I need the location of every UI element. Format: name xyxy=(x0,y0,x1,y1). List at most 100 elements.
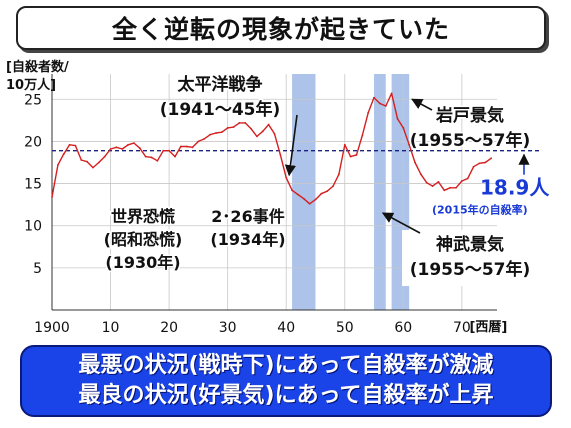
x-tick-label: 40 xyxy=(277,320,295,336)
data-point xyxy=(162,149,165,152)
data-point xyxy=(349,155,352,158)
data-point xyxy=(68,143,71,146)
data-point xyxy=(74,144,77,147)
data-point xyxy=(238,121,241,124)
annotation-2: 世界恐慌 (昭和恐慌) (1930年) xyxy=(102,206,184,274)
annotation-arrow xyxy=(381,212,421,234)
data-point xyxy=(209,133,211,136)
annotation-arrow xyxy=(284,114,298,177)
data-point xyxy=(250,127,252,130)
data-point xyxy=(138,147,141,150)
summary-line-1: 最悪の状況(戦時下)にあって自殺率が激減 xyxy=(78,353,494,378)
data-point xyxy=(472,165,475,168)
data-point xyxy=(256,135,258,138)
data-point xyxy=(320,192,323,195)
data-point xyxy=(484,161,487,164)
data-point xyxy=(308,202,311,205)
data-point xyxy=(185,145,188,148)
data-point xyxy=(80,159,83,161)
data-point xyxy=(244,121,247,124)
data-point xyxy=(384,105,387,107)
data-point xyxy=(449,186,452,189)
data-point xyxy=(402,127,405,129)
y-axis-label: 10万人] xyxy=(6,77,56,93)
data-point xyxy=(419,173,422,176)
highlight-band-1 xyxy=(374,74,386,310)
page-title: 全く逆転の現象が起きていた xyxy=(111,15,450,44)
data-point xyxy=(51,196,53,198)
data-point xyxy=(168,149,171,152)
data-point xyxy=(297,193,299,196)
annotation-3: 2･26事件 (1934年) xyxy=(209,206,287,251)
data-point xyxy=(378,102,381,105)
data-point xyxy=(414,161,416,164)
data-point xyxy=(373,96,375,99)
annotation-text: 太平洋戦争 xyxy=(178,74,263,95)
annotation-text: 2･26事件 xyxy=(211,207,284,226)
annotation-text: (1934年) xyxy=(210,230,285,249)
data-point xyxy=(466,177,469,180)
data-point xyxy=(191,146,194,149)
annotation-text: 世界恐慌 xyxy=(111,207,175,226)
data-point xyxy=(279,154,282,156)
annotation-text: (1941～45年) xyxy=(160,99,281,120)
x-tick-label: 1900 xyxy=(34,320,70,336)
data-point xyxy=(220,131,223,134)
data-point xyxy=(326,190,329,193)
data-point xyxy=(460,180,463,182)
data-point xyxy=(408,143,411,146)
y-tick-label: 15 xyxy=(24,177,42,193)
reference-sublabel: (2015年の自殺率) xyxy=(432,203,528,217)
data-point xyxy=(92,166,94,169)
data-point xyxy=(291,189,293,192)
data-point xyxy=(343,143,346,146)
data-point xyxy=(261,130,264,133)
data-point xyxy=(338,173,340,176)
data-point xyxy=(396,117,399,120)
data-point xyxy=(62,153,65,155)
x-tick-label: 70 xyxy=(453,320,471,336)
data-point xyxy=(425,181,428,184)
data-point xyxy=(490,157,493,160)
data-point xyxy=(232,126,235,128)
x-tick-label: 30 xyxy=(219,320,237,336)
reference-value-label: 18.9人 xyxy=(480,176,550,200)
annotation-text: (昭和恐慌) xyxy=(104,230,183,249)
y-axis-label: [自殺者数/ xyxy=(6,59,69,75)
data-point xyxy=(127,143,130,146)
annotation-4: 神武景気 (1955～57年) xyxy=(381,212,538,286)
highlight-band-0 xyxy=(292,74,316,310)
data-point xyxy=(156,159,159,162)
data-point xyxy=(314,198,317,201)
data-point xyxy=(390,92,393,95)
data-point xyxy=(437,180,440,183)
data-point xyxy=(361,134,364,137)
data-point xyxy=(455,186,457,189)
data-point xyxy=(150,156,153,159)
data-point xyxy=(121,148,124,150)
data-point xyxy=(443,189,446,192)
data-point xyxy=(103,155,106,158)
data-point xyxy=(367,111,370,114)
annotation-text: 神武景気 xyxy=(436,234,504,255)
data-point xyxy=(226,127,229,129)
title-banner: 全く逆転の現象が起きていた xyxy=(16,6,546,50)
x-axis-label: [西暦] xyxy=(469,320,507,335)
data-point xyxy=(144,155,147,158)
y-tick-label: 5 xyxy=(33,261,42,277)
x-tick-label: 60 xyxy=(394,320,412,336)
annotation-background xyxy=(402,230,538,286)
y-tick-label: 10 xyxy=(24,219,42,235)
data-point xyxy=(273,132,276,135)
annotation-text: 岩戸景気 xyxy=(435,105,504,126)
data-point xyxy=(302,197,305,200)
data-point xyxy=(133,142,135,145)
y-tick-label: 25 xyxy=(24,92,42,108)
data-point xyxy=(267,123,270,126)
data-point xyxy=(86,160,89,163)
x-tick-label: 50 xyxy=(336,320,354,336)
data-point xyxy=(215,132,217,134)
annotation-text: (1955～57年) xyxy=(410,130,531,151)
